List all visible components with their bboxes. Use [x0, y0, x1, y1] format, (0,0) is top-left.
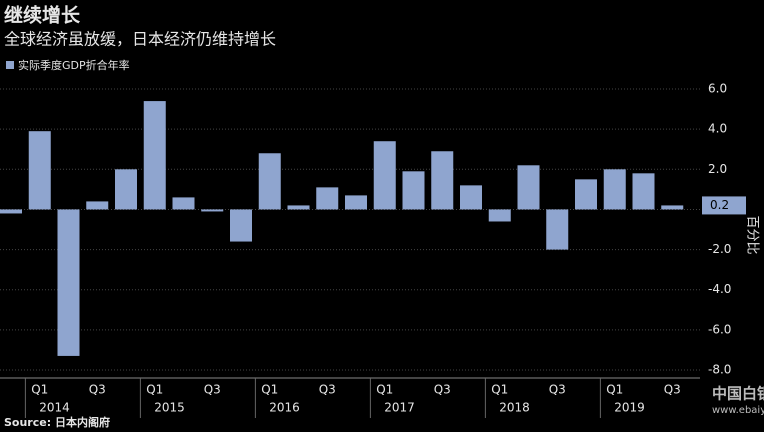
y-tick-label: -4.0: [708, 282, 731, 296]
bar: [546, 209, 569, 250]
bar: [460, 185, 482, 210]
bar: [632, 173, 655, 210]
bar: [258, 153, 281, 210]
bar: [28, 131, 51, 210]
y-tick-label: 4.0: [708, 122, 727, 136]
bar: [0, 209, 22, 214]
x-year-label: 2019: [614, 401, 645, 415]
bar: [115, 169, 137, 210]
bar: [575, 179, 597, 210]
y-tick-label: -6.0: [708, 322, 731, 336]
y-tick-label: 6.0: [708, 82, 727, 96]
legend-label: 实际季度GDP折合年率: [18, 58, 130, 72]
watermark: www.ebaiyin.com: [712, 405, 764, 416]
bar: [517, 165, 540, 210]
bar: [431, 151, 454, 210]
x-year-label: 2015: [154, 401, 185, 415]
x-tick-label: Q3: [89, 383, 106, 397]
bar: [172, 197, 195, 210]
bar: [488, 209, 511, 222]
y-tick-label: -8.0: [708, 362, 731, 376]
chart-subtitle: 全球经济虽放缓，日本经济仍维持增长: [4, 30, 276, 49]
bar: [201, 209, 224, 212]
legend-swatch: [6, 61, 14, 69]
x-tick-label: Q3: [319, 383, 336, 397]
y-tick-label: -2.0: [708, 242, 731, 256]
x-year-label: 2016: [269, 401, 300, 415]
x-tick-label: Q1: [261, 383, 278, 397]
x-tick-label: Q1: [491, 383, 508, 397]
x-tick-label: Q1: [376, 383, 393, 397]
bar: [603, 169, 626, 210]
last-value-box: [702, 196, 746, 215]
bar: [287, 205, 310, 210]
bar: [373, 141, 396, 210]
bar: [316, 187, 339, 210]
x-tick-label: Q1: [146, 383, 163, 397]
bar: [57, 209, 80, 356]
x-tick-label: Q3: [549, 383, 566, 397]
source: Source: 日本内阁府: [4, 415, 110, 429]
x-tick-label: Q3: [664, 383, 681, 397]
bar: [230, 209, 252, 242]
bar: [86, 201, 109, 210]
x-tick-label: Q1: [606, 383, 623, 397]
x-year-label: 2014: [39, 401, 70, 415]
bar: [143, 101, 166, 210]
last-value-label: 0.2: [710, 198, 729, 212]
y-axis-label: 百分比: [745, 215, 760, 254]
bar: [345, 195, 367, 210]
watermark: 中国白银网: [712, 385, 764, 403]
x-tick-label: Q1: [31, 383, 48, 397]
bar: [402, 171, 425, 210]
chart-title: 继续增长: [4, 4, 81, 27]
x-year-label: 2018: [499, 401, 530, 415]
x-tick-label: Q3: [434, 383, 451, 397]
bar: [661, 205, 684, 210]
y-tick-label: 2.0: [708, 162, 727, 176]
x-year-label: 2017: [384, 401, 415, 415]
x-tick-label: Q3: [204, 383, 221, 397]
